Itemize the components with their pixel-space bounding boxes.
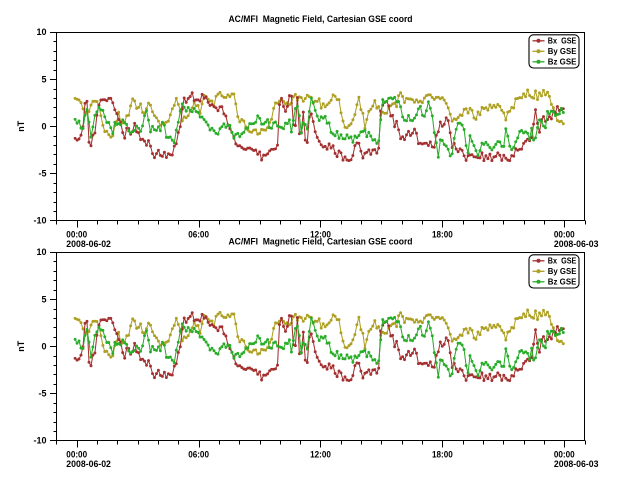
svg-text:nT: nT: [16, 120, 26, 131]
svg-text:06:00: 06:00: [188, 450, 209, 460]
svg-text:By GSE: By GSE: [548, 46, 577, 56]
svg-text:-5: -5: [38, 169, 46, 179]
svg-text:18:00: 18:00: [432, 450, 453, 460]
svg-text:nT: nT: [16, 340, 26, 351]
svg-text:10: 10: [36, 27, 46, 37]
svg-text:12:00: 12:00: [310, 450, 331, 460]
svg-text:00:00: 00:00: [66, 230, 87, 240]
svg-text:00:00: 00:00: [554, 450, 575, 460]
svg-text:2008-06-02: 2008-06-02: [66, 239, 111, 249]
svg-text:00:00: 00:00: [554, 230, 575, 240]
svg-text:-10: -10: [33, 216, 46, 226]
svg-text:AC/MFI Magnetic Field, Cartes: AC/MFI Magnetic Field, Cartesian GSE coo…: [229, 237, 413, 247]
svg-text:2008-06-03: 2008-06-03: [554, 459, 599, 469]
svg-text:18:00: 18:00: [432, 230, 453, 240]
svg-text:0: 0: [41, 341, 46, 351]
svg-text:12:00: 12:00: [310, 230, 331, 240]
svg-text:2008-06-02: 2008-06-02: [66, 459, 111, 469]
svg-text:5: 5: [41, 294, 46, 304]
svg-text:2008-06-03: 2008-06-03: [554, 239, 599, 249]
svg-text:AC/MFI Magnetic Field, Cartes: AC/MFI Magnetic Field, Cartesian GSE coo…: [229, 14, 413, 24]
svg-text:-10: -10: [33, 436, 46, 446]
svg-text:Bz GSE: Bz GSE: [548, 57, 577, 67]
svg-text:0: 0: [41, 121, 46, 131]
svg-text:10: 10: [36, 247, 46, 257]
svg-text:Bx GSE: Bx GSE: [548, 36, 577, 46]
svg-text:06:00: 06:00: [188, 230, 209, 240]
svg-text:-5: -5: [38, 389, 46, 399]
svg-text:00:00: 00:00: [66, 450, 87, 460]
svg-text:5: 5: [41, 74, 46, 84]
